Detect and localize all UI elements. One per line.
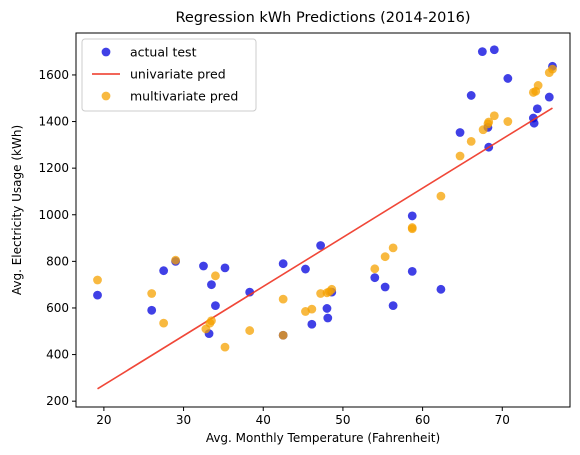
data-point	[407, 266, 417, 276]
data-point	[388, 243, 398, 253]
data-point	[503, 117, 513, 126]
data-point	[316, 289, 326, 298]
data-point	[544, 92, 554, 102]
data-point	[278, 294, 288, 304]
data-point	[301, 264, 310, 274]
chart-title: Regression kWh Predictions (2014-2016)	[176, 10, 471, 26]
data-point	[147, 289, 157, 298]
data-point	[307, 319, 317, 329]
data-point	[466, 91, 476, 100]
data-point	[211, 271, 220, 281]
x-axis: 20 30 40 50 60 70	[96, 407, 510, 427]
data-point	[220, 263, 230, 273]
y-tick-label: 800	[46, 254, 69, 268]
y-tick-label: 1200	[38, 161, 69, 175]
data-point	[159, 318, 169, 328]
data-point	[380, 282, 390, 292]
y-tick-label: 200	[46, 394, 69, 408]
legend-box	[81, 38, 257, 112]
data-point	[477, 47, 487, 57]
legend-marker-swatch	[101, 91, 111, 101]
data-point	[466, 136, 476, 146]
data-point	[478, 125, 488, 135]
data-point	[503, 74, 513, 83]
data-point	[370, 273, 380, 283]
data-point	[489, 45, 499, 55]
data-point	[245, 326, 255, 335]
data-point	[436, 191, 446, 201]
data-point	[207, 280, 216, 290]
data-point	[548, 64, 557, 74]
plot-frame	[75, 32, 571, 408]
data-point	[532, 104, 542, 114]
data-point	[171, 255, 180, 265]
data-point	[407, 211, 417, 221]
x-tick-label: 70	[495, 413, 510, 427]
y-tick-label: 1400	[38, 115, 69, 129]
data-point	[278, 259, 288, 269]
data-point	[93, 275, 102, 285]
legend-label: multivariate pred	[130, 89, 238, 104]
data-point	[322, 304, 332, 313]
data-point	[455, 128, 465, 137]
data-point	[484, 117, 494, 127]
legend-label: actual test	[130, 45, 197, 60]
y-tick-label: 1000	[38, 208, 69, 222]
plot-area	[93, 45, 557, 390]
x-tick-label: 60	[415, 413, 430, 427]
legend: actual test univariate pred multivariate p…	[81, 38, 257, 112]
data-point	[455, 151, 465, 161]
x-tick-label: 20	[96, 413, 111, 427]
x-tick-label: 40	[256, 413, 271, 427]
y-axis-label: Avg. Electricity Usage (kWh)	[10, 125, 24, 295]
y-tick-label: 600	[46, 301, 69, 315]
data-point	[436, 284, 446, 294]
data-point	[93, 290, 102, 300]
legend-marker-swatch	[101, 47, 111, 57]
y-tick-label: 1600	[38, 68, 69, 82]
data-point	[220, 342, 230, 352]
data-point	[370, 264, 380, 274]
y-tick-label: 400	[46, 348, 69, 362]
data-point	[199, 261, 208, 271]
data-point	[159, 266, 169, 276]
y-axis: 200 400 600 800 1000 1200 1400 1600	[38, 68, 76, 408]
data-point	[278, 330, 288, 340]
data-point	[211, 301, 220, 311]
series-univariate-pred	[97, 107, 553, 390]
data-point	[316, 241, 326, 250]
data-point	[327, 284, 337, 294]
data-point	[388, 301, 398, 311]
data-point	[407, 223, 417, 232]
x-axis-label: Avg. Monthly Temperature (Fahrenheit)	[206, 431, 440, 445]
data-point	[307, 304, 317, 314]
data-point	[489, 111, 499, 121]
data-point	[207, 316, 216, 326]
data-point	[533, 81, 543, 90]
legend-label: univariate pred	[130, 67, 226, 82]
series-multivariate-pred	[93, 64, 557, 352]
data-point	[147, 305, 157, 315]
x-tick-label: 30	[176, 413, 191, 427]
x-tick-label: 50	[335, 413, 350, 427]
data-point	[323, 313, 333, 323]
data-point	[380, 252, 390, 262]
regression-line	[97, 107, 553, 390]
